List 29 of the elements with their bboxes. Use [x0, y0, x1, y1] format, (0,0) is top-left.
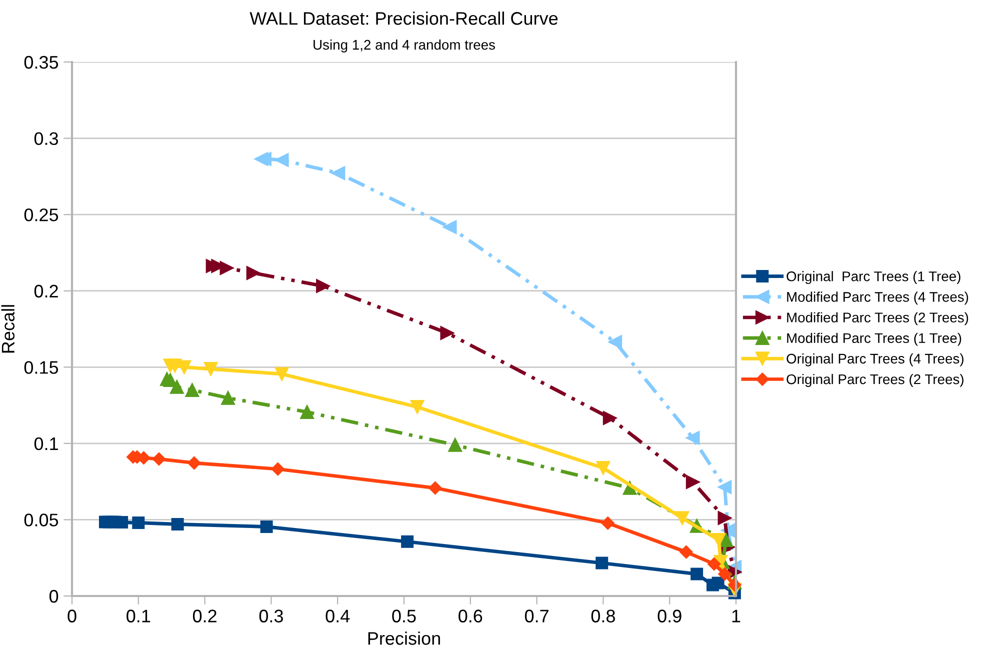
x-tick-label: 0.3: [259, 610, 283, 622]
legend-label: Modified Parc Trees (1 Tree): [787, 332, 962, 346]
x-tick-label: 1: [732, 610, 740, 622]
x-tick-label: 0.8: [591, 610, 615, 622]
legend-label: Original Parc Trees (1 Tree): [786, 271, 960, 284]
x-tick-label: 0.1: [126, 610, 150, 622]
x-tick-label: 0.4: [326, 610, 350, 622]
y-tick-label: 0.15: [24, 361, 58, 374]
x-tick-label: 0.7: [524, 610, 548, 622]
y-tick-label: 0.25: [24, 208, 58, 222]
y-tick-label: 0.05: [24, 514, 58, 526]
y-tick-label: 0.1: [34, 437, 58, 450]
y-tick-label: 0.3: [34, 132, 58, 146]
legend-label: Modified Parc Trees (4 Trees): [787, 292, 968, 305]
legend-label: Modified Parc Trees (2 Trees): [787, 312, 968, 326]
legend-label: Original Parc Trees (2 Trees): [786, 374, 964, 387]
y-axis-title: Recall: [1, 305, 15, 353]
legend-label: Original Parc Trees (4 Trees): [786, 353, 964, 366]
chart-subtitle: Using 1,2 and 4 random trees: [314, 40, 495, 52]
x-tick-label: 0.6: [458, 610, 482, 622]
x-tick-label: 0: [68, 610, 76, 622]
y-tick-label: 0.35: [24, 56, 58, 69]
y-tick-label: 0: [49, 590, 58, 603]
x-tick-label: 0.2: [192, 610, 216, 622]
x-tick-label: 0.9: [658, 610, 682, 622]
x-tick-label: 0.5: [392, 610, 416, 622]
x-axis-title: Precision: [368, 632, 440, 645]
y-tick-label: 0.2: [34, 284, 58, 298]
chart-title: WALL Dataset: Precision-Recall Curve: [250, 12, 558, 25]
